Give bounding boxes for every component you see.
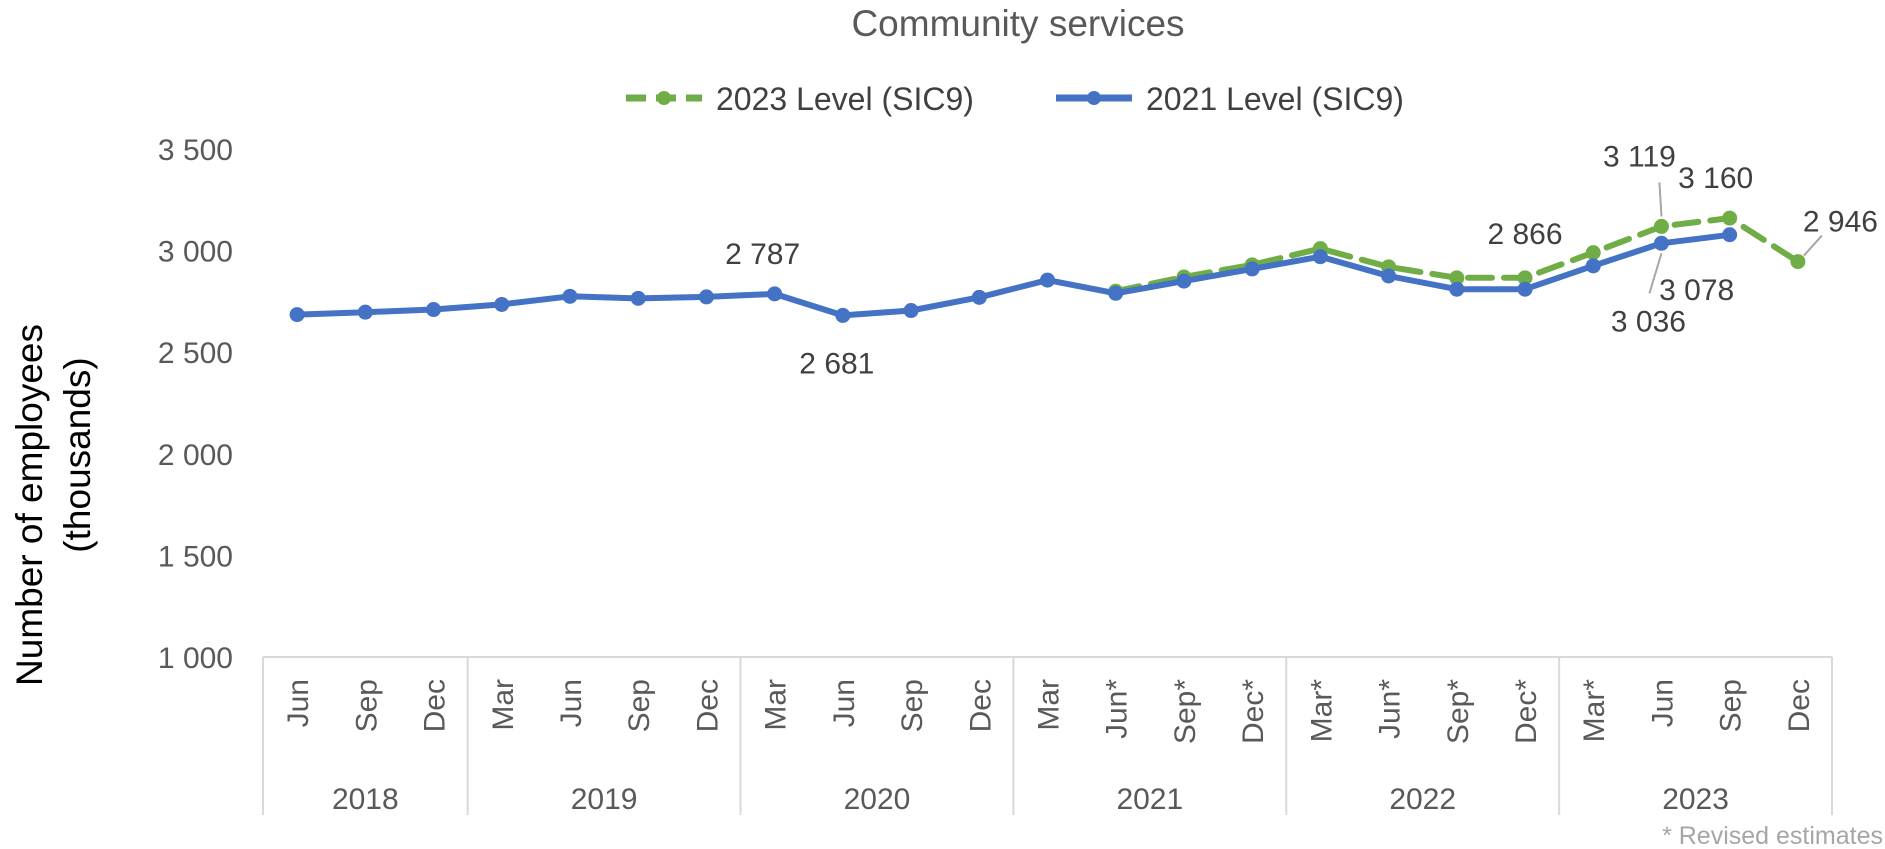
y-tick-label: 1 000 <box>158 642 233 675</box>
data-point <box>630 290 646 306</box>
data-label: 2 681 <box>799 347 874 380</box>
x-axis-category-label: Jun <box>282 679 315 727</box>
data-label-leader-line <box>1648 252 1663 294</box>
data-label: 3 078 <box>1659 274 1734 307</box>
data-point <box>1244 261 1260 277</box>
legend-label-2023-level: 2023 Level (SIC9) <box>716 81 974 117</box>
y-tick-label: 2 500 <box>158 337 233 370</box>
x-axis-category-label: Sep* <box>1169 679 1202 744</box>
data-point <box>1449 270 1465 286</box>
x-axis-category-label: Jun <box>828 679 861 727</box>
y-axis-title: Number of employees (thousands) <box>9 324 98 686</box>
x-axis-year-label: 2022 <box>1389 783 1456 816</box>
data-point <box>1585 258 1601 274</box>
x-axis-year-label: 2020 <box>844 783 911 816</box>
y-axis-title-line1: Number of employees <box>9 324 50 686</box>
data-point <box>1176 273 1192 289</box>
data-point <box>1585 245 1601 261</box>
x-axis-category-label: Dec* <box>1237 679 1270 744</box>
data-point <box>1653 235 1669 251</box>
legend-swatch-2021-marker <box>1087 91 1101 105</box>
footnote: * Revised estimates <box>1662 822 1883 849</box>
x-axis-category-label: Mar* <box>1578 679 1611 743</box>
series-line <box>294 231 1733 319</box>
x-axis-category-label: Sep* <box>1442 679 1475 744</box>
x-axis-category-label: Jun <box>1646 679 1679 727</box>
data-point <box>1722 227 1738 243</box>
data-point <box>1790 254 1806 270</box>
data-labels-layer: 2 787 2 681 2 866 3 119 3 036 3 160 3 078 2 946 <box>725 140 1878 380</box>
data-point <box>1449 281 1465 297</box>
y-tick-label: 3 000 <box>158 236 233 269</box>
x-axis-category-label: Jun <box>555 679 588 727</box>
x-axis-category-label: Sep <box>350 679 383 732</box>
legend-item-2021-level[interactable]: 2021 Level (SIC9) <box>1056 81 1404 117</box>
data-label: 2 787 <box>725 238 800 271</box>
x-axis-category-label: Dec <box>1783 679 1816 732</box>
x-axis-category-label: Mar <box>760 679 793 731</box>
x-axis-category-label: Dec <box>419 679 452 732</box>
data-point <box>1040 272 1055 288</box>
x-axis-year-label: 2019 <box>571 783 638 816</box>
y-tick-label: 2 000 <box>158 439 233 472</box>
data-point <box>1653 218 1669 234</box>
chart-title: Community services <box>851 3 1184 44</box>
x-axis-category-label: Mar* <box>1305 679 1338 743</box>
data-point <box>1381 268 1397 284</box>
x-axis-year-label: 2021 <box>1116 783 1183 816</box>
legend: 2023 Level (SIC9) 2021 Level (SIC9) <box>626 81 1404 117</box>
x-axis-category-label: Dec* <box>1510 679 1543 744</box>
data-point <box>426 302 442 318</box>
x-axis: 2018 2019 2020 2021 2022 2023 Jun Sep Dec Mar Jun S… <box>262 656 1833 816</box>
x-axis-category-label: Jun* <box>1101 679 1134 739</box>
x-axis-year-label: 2023 <box>1662 783 1729 816</box>
data-point <box>1722 210 1738 226</box>
data-point <box>562 288 578 304</box>
data-point <box>1108 285 1124 301</box>
x-axis-category-label: Sep <box>896 679 929 732</box>
x-axis-category-label: Mar <box>487 679 520 731</box>
legend-label-2021-level: 2021 Level (SIC9) <box>1146 81 1404 117</box>
y-axis-title-line2: (thousands) <box>57 357 98 552</box>
data-label: 2 866 <box>1487 218 1562 251</box>
legend-swatch-2023-marker <box>657 91 671 105</box>
data-point <box>357 304 373 320</box>
y-tick-label: 1 500 <box>158 540 233 573</box>
data-point <box>698 289 714 305</box>
data-point <box>494 296 510 312</box>
data-label-leader-line <box>1658 182 1663 217</box>
y-axis-tick-labels: 1 000 1 500 2 000 2 500 3 000 3 500 <box>158 134 233 675</box>
data-point <box>1312 249 1328 265</box>
y-tick-label: 3 500 <box>158 134 233 167</box>
x-axis-category-label: Sep <box>1715 679 1748 732</box>
data-point <box>289 307 305 323</box>
series-2021-level <box>289 227 1738 323</box>
data-label: 3 119 <box>1603 140 1676 173</box>
x-axis-category-label: Mar <box>1033 679 1066 731</box>
x-axis-category-label: Dec <box>691 679 724 732</box>
data-point <box>903 303 919 319</box>
x-axis-category-label: Sep <box>623 679 656 732</box>
data-point <box>767 286 783 302</box>
data-label: 3 036 <box>1611 305 1686 338</box>
data-point <box>1517 281 1533 297</box>
data-point <box>1517 270 1533 286</box>
data-label: 2 946 <box>1803 206 1878 239</box>
data-point <box>835 307 851 323</box>
series-layer <box>289 210 1806 323</box>
x-axis-category-label: Jun* <box>1374 679 1407 739</box>
x-axis-category-label: Dec <box>964 679 997 732</box>
data-label-leader-line <box>1803 234 1823 257</box>
legend-item-2023-level[interactable]: 2023 Level (SIC9) <box>626 81 974 117</box>
data-label: 3 160 <box>1678 162 1753 195</box>
data-point <box>971 289 987 305</box>
x-axis-year-label: 2018 <box>332 783 399 816</box>
